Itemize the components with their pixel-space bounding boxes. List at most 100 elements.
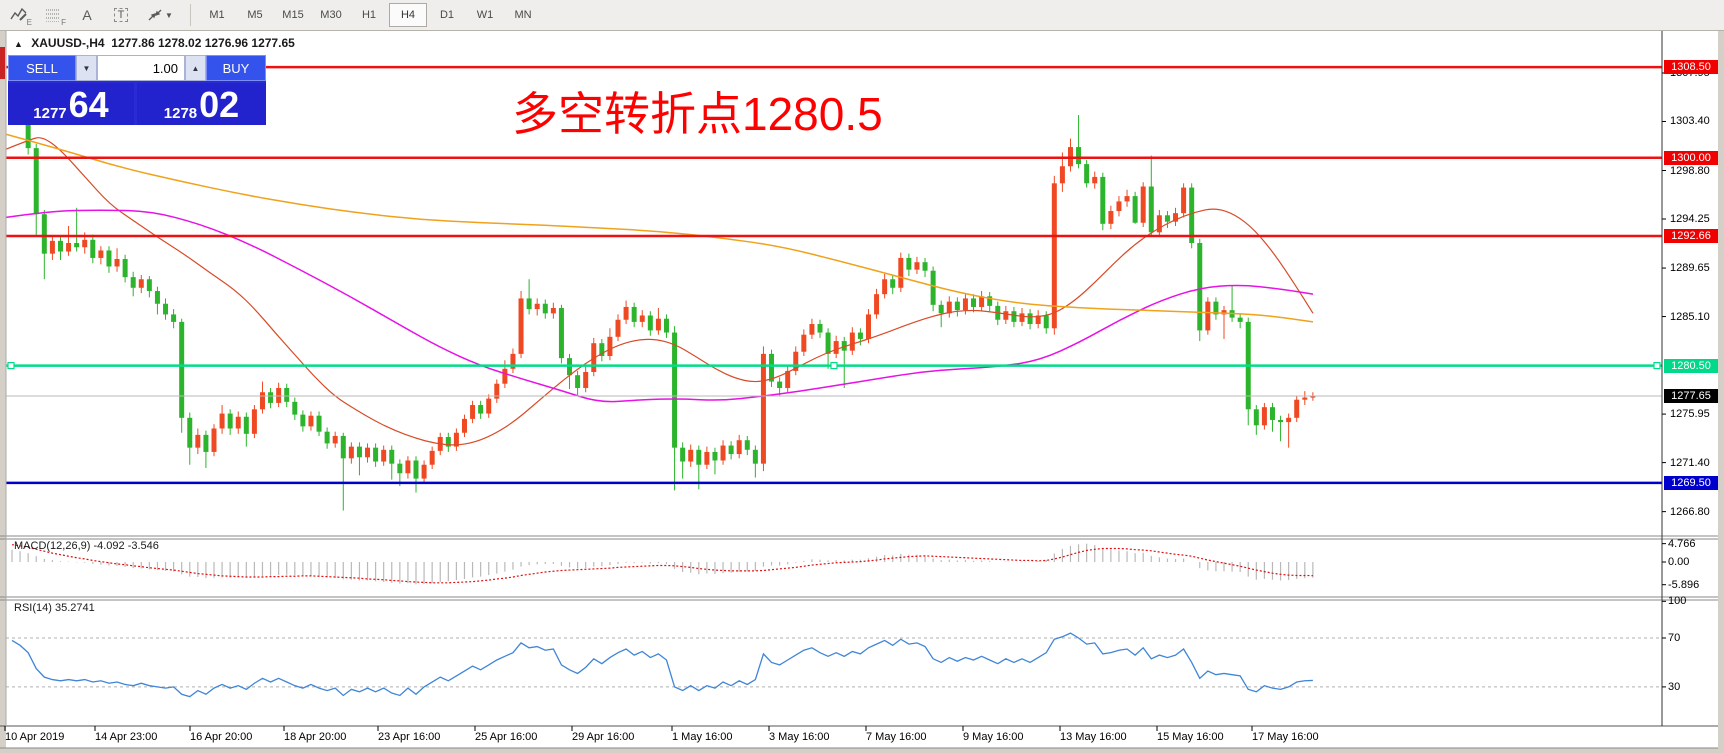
candle-up (138, 279, 144, 288)
candle-up (946, 301, 952, 314)
candle-down (769, 353, 775, 382)
candle-up (461, 418, 467, 433)
candle-up (639, 315, 645, 322)
tf-d1[interactable]: D1 (439, 9, 455, 21)
arrow-tools-icon[interactable]: ▼ (140, 3, 180, 27)
sell-price-display[interactable]: 1277 64 (8, 83, 134, 125)
candle-down (680, 447, 686, 462)
candle-up (1035, 315, 1041, 325)
candle-down (954, 301, 960, 311)
price-tick-label: 1266.80 (1670, 505, 1710, 518)
grid-icon[interactable]: F (38, 3, 68, 27)
time-label: 13 May 16:00 (1060, 731, 1127, 743)
candle-up (421, 464, 427, 479)
candle-up (470, 405, 476, 419)
volume-decrease-button[interactable]: ▼ (76, 55, 97, 81)
hline-marker[interactable] (830, 361, 838, 370)
candle-up (1003, 311, 1009, 320)
tf-m1[interactable]: M1 (209, 9, 225, 21)
volume-increase-button[interactable]: ▲ (185, 55, 206, 81)
time-label: 7 May 16:00 (866, 731, 927, 743)
text-box-icon[interactable]: T (106, 3, 136, 27)
tf-m30[interactable]: M30 (320, 9, 342, 21)
candle-up (1116, 201, 1122, 212)
macd-signal-line (11, 544, 1313, 584)
candle-up (1181, 187, 1187, 214)
price-tick-label: 1303.40 (1670, 115, 1710, 128)
tf-m15[interactable]: M15 (282, 9, 304, 21)
candle-down (478, 405, 484, 414)
price-level-badge[interactable]: 1308.50 (1664, 60, 1718, 75)
candle-up (195, 434, 201, 448)
price-level-badge[interactable]: 1277.65 (1664, 388, 1718, 403)
one-click-trade-panel: SELL ▼ 1.00 ▲ BUY 1277 64 1278 02 (8, 55, 266, 125)
tf-m5[interactable]: M5 (247, 9, 263, 21)
price-level-badge[interactable]: 1269.50 (1664, 475, 1718, 490)
price-level-badge[interactable]: 1280.50 (1664, 358, 1718, 373)
candle-down (857, 332, 863, 339)
collapse-icon[interactable]: ▲ (14, 39, 23, 49)
candle-up (801, 334, 807, 352)
sell-button[interactable]: SELL (8, 55, 76, 81)
time-label: 1 May 16:00 (672, 731, 733, 743)
candle-up (898, 257, 904, 288)
candle-up (1019, 313, 1025, 322)
candle-up (914, 262, 920, 270)
hline-marker[interactable] (1653, 361, 1661, 370)
price-tick-label: 1271.40 (1670, 456, 1710, 469)
candle-up (1051, 183, 1057, 329)
candle-up (1173, 213, 1179, 222)
volume-input[interactable]: 1.00 (97, 55, 185, 81)
candle-down (171, 314, 177, 322)
candle-up (1221, 310, 1227, 315)
price-level-badge[interactable]: 1300.00 (1664, 150, 1718, 165)
candle-down (1237, 317, 1243, 322)
rsi-indicator-label: RSI(14) 35.2741 (14, 602, 95, 614)
candle-up (1302, 397, 1308, 400)
macd-scale-label: -5.896 (1668, 578, 1700, 591)
candle-up (833, 341, 839, 354)
candle-up (276, 387, 282, 403)
tf-h4-active[interactable]: H4 (389, 3, 427, 27)
time-label: 9 May 16:00 (963, 731, 1024, 743)
tf-w1[interactable]: W1 (476, 9, 494, 21)
candle-up (348, 446, 354, 459)
candle-down (187, 417, 193, 448)
candle-down (696, 449, 702, 465)
candle-down (825, 332, 831, 354)
hline-marker[interactable] (7, 361, 15, 370)
candle-up (550, 308, 556, 314)
buy-button[interactable]: BUY (206, 55, 266, 81)
candle-down (930, 270, 936, 305)
buy-price-display[interactable]: 1278 02 (137, 83, 266, 125)
candle-up (308, 415, 314, 427)
dropdown-caret: ▼ (165, 10, 173, 20)
time-label: 16 Apr 20:00 (190, 731, 253, 743)
candle-down (74, 243, 80, 248)
candle-up (655, 318, 661, 331)
candle-up (607, 336, 613, 356)
candle-down (227, 413, 233, 429)
candle-down (284, 387, 290, 402)
chart-pencil-icon[interactable]: E (4, 3, 34, 27)
candle-down (1011, 311, 1017, 322)
candle-up (1059, 166, 1065, 184)
tf-h1[interactable]: H1 (361, 9, 377, 21)
chart-annotation-text[interactable]: 多空转折点1280.5 (512, 88, 883, 140)
candle-up (979, 296, 985, 307)
candle-down (906, 257, 912, 270)
candle-down (744, 440, 750, 450)
candle-down (631, 306, 637, 322)
chart-window[interactable] (6, 31, 1718, 748)
candle-down (817, 324, 823, 333)
candle-up (98, 250, 104, 258)
text-label-icon[interactable]: A (82, 7, 92, 23)
candle-down (542, 303, 548, 314)
candle-down (1164, 215, 1170, 222)
candle-up (518, 298, 524, 354)
price-level-badge[interactable]: 1292.66 (1664, 228, 1718, 243)
price-tick-label: 1289.65 (1670, 262, 1710, 275)
tf-mn[interactable]: MN (514, 9, 532, 21)
candle-up (405, 460, 411, 474)
